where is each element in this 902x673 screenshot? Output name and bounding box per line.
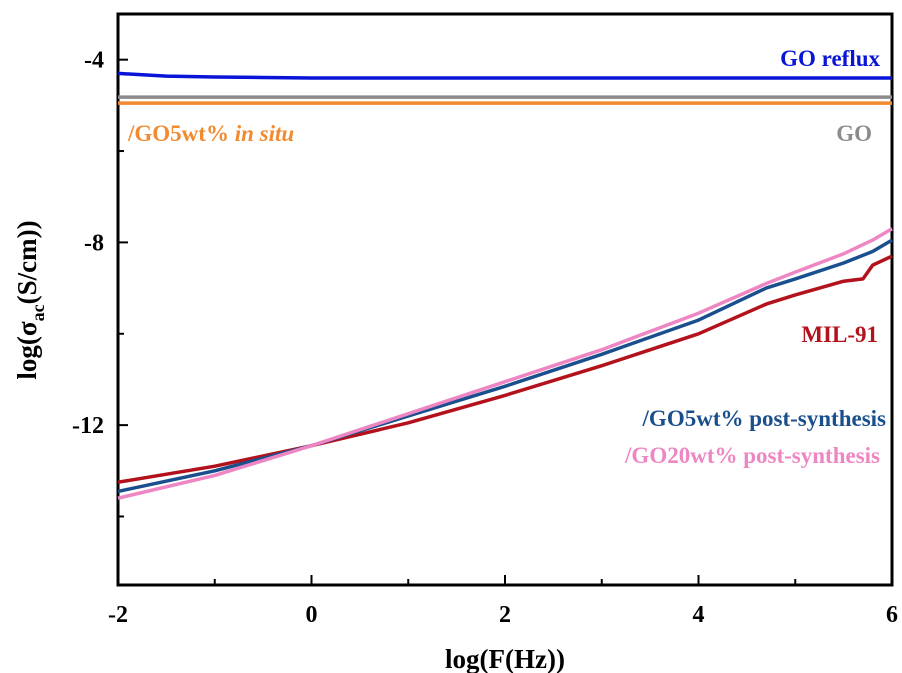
label-go20-post-synthesis: /GO20wt% post-synthesis: [624, 443, 880, 468]
series-lines: [117, 71, 893, 500]
y-axis-ticks: -4 -8 -12: [72, 48, 128, 518]
x-axis-ticks: -2 0 2 4 6: [108, 575, 898, 628]
x-tick-label: 0: [306, 602, 318, 628]
y-axis-title: log(σac(S/cm)): [12, 220, 48, 379]
x-tick-label: 4: [693, 602, 705, 628]
label-mil-91: MIL-91: [801, 322, 878, 347]
label-go: GO: [836, 121, 872, 146]
y-tick-label: -4: [84, 48, 104, 74]
series-line-go20-post: [117, 227, 893, 500]
y-axis-title-tail: (S/cm)): [12, 220, 42, 304]
label-go-reflux: GO reflux: [780, 46, 880, 71]
y-axis-title-main: log(σ: [12, 321, 42, 379]
x-axis-title: log(F(Hz)): [445, 644, 565, 673]
label-go5-post-synthesis: /GO5wt% post-synthesis: [642, 406, 886, 431]
y-axis-title-subscript: ac: [28, 304, 48, 321]
x-tick-label: 6: [886, 602, 898, 628]
x-tick-label: 2: [499, 602, 511, 628]
label-go5-in-situ: /GO5wt% in situ: [127, 121, 294, 146]
series-line-go-reflux: [117, 71, 892, 80]
y-tick-label: -12: [72, 413, 104, 439]
label-go5-in-situ-prefix: /GO5wt%: [127, 121, 235, 146]
x-tick-label: -2: [108, 602, 128, 628]
y-tick-label: -8: [84, 230, 104, 256]
label-go5-in-situ-italic: in situ: [235, 121, 295, 146]
